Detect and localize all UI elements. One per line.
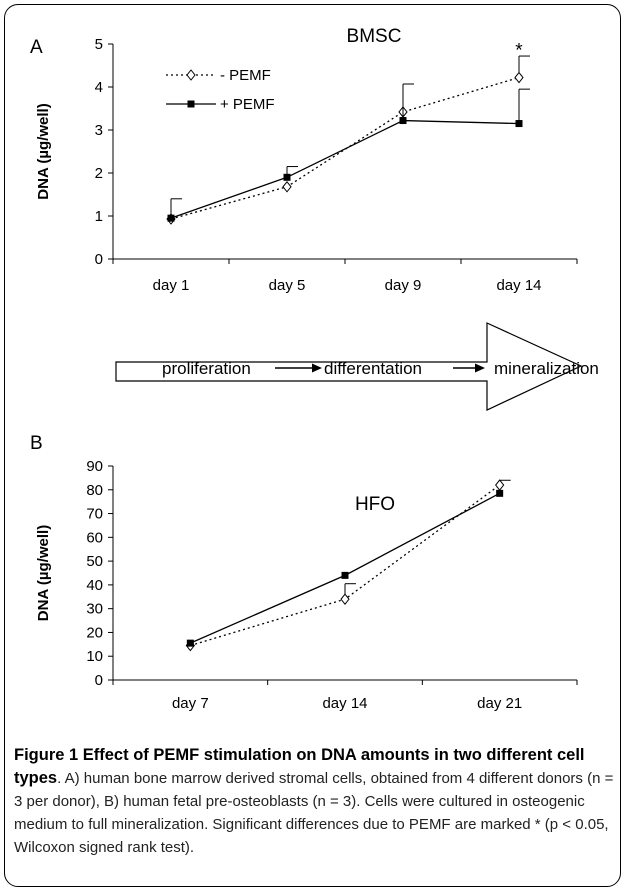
x-tick-label: day 14 — [322, 695, 367, 712]
x-tick-label: day 14 — [496, 277, 541, 294]
data-point-diamond — [495, 479, 505, 491]
data-point-square — [186, 639, 194, 647]
panel-a-letter: A — [30, 37, 43, 58]
legend-label: + PEMF — [220, 96, 275, 113]
y-tick-label: 0 — [95, 251, 103, 268]
chart-bmsc: 0 1 2 3 4 5 day 1 day 5 day 9 day 14 BMSC DNA (µg/w… — [35, 26, 578, 294]
y-tick-label: 60 — [86, 529, 103, 546]
y-tick-label: 80 — [86, 482, 103, 499]
x-tick-label: day 9 — [385, 277, 422, 294]
significance-marker: * — [515, 40, 523, 61]
data-point-square — [515, 120, 523, 128]
series-line — [170, 76, 520, 220]
x-tick-label: day 21 — [477, 695, 522, 712]
chart-title: BMSC — [347, 26, 402, 47]
figure-caption: Figure 1 Effect of PEMF stimulation on D… — [14, 744, 614, 859]
data-point-diamond — [340, 593, 350, 605]
data-point-square — [496, 489, 504, 497]
figure-frame — [4, 4, 621, 887]
y-tick-label: 1 — [95, 208, 103, 225]
series-line — [190, 492, 500, 644]
legend-marker-square — [187, 100, 195, 108]
y-tick-label: 90 — [86, 458, 103, 475]
series-line — [190, 484, 501, 647]
flow-arrowhead-1 — [312, 363, 322, 373]
data-point-square — [167, 214, 175, 222]
flow-step-proliferation: proliferation — [162, 359, 251, 378]
y-tick-label: 0 — [95, 672, 103, 689]
y-tick-label: 50 — [86, 553, 103, 570]
panel-b-letter: B — [30, 433, 43, 454]
y-tick-label: 4 — [95, 79, 103, 96]
caption-text: . A) human bone marrow derived stromal c… — [14, 770, 614, 856]
flow-arrow-outline — [115, 322, 583, 411]
caption-title: Figure 1 Effect of PEMF stimulation on D… — [14, 746, 585, 787]
y-axis-label: DNA (µg/well) — [35, 103, 52, 199]
data-point-square — [399, 117, 407, 125]
flow-step-mineralization: mineralization — [494, 359, 599, 378]
flow-step-differentation: differentation — [324, 359, 422, 378]
y-tick-label: 20 — [86, 624, 103, 641]
y-axis-label: DNA (µg/well) — [35, 525, 52, 621]
y-tick-label: 40 — [86, 577, 103, 594]
y-tick-label: 2 — [95, 165, 103, 182]
y-tick-label: 10 — [86, 648, 103, 665]
chart-hfo: 0 10 20 30 40 50 60 70 80 90 day 7 day 14 day 21 HFO D… — [35, 458, 578, 712]
x-tick-label: day 5 — [269, 277, 306, 294]
y-tick-label: 70 — [86, 506, 103, 523]
x-tick-label: day 1 — [153, 277, 190, 294]
data-point-diamond — [282, 180, 292, 193]
legend-label: - PEMF — [220, 67, 271, 84]
data-point-square — [283, 173, 291, 181]
x-tick-label: day 7 — [172, 695, 209, 712]
data-point-diamond — [514, 71, 524, 84]
data-point-square — [341, 571, 349, 579]
process-flow-arrow: proliferation differentation mineralizat… — [115, 322, 599, 411]
chart-title: HFO — [355, 494, 395, 515]
legend-marker-diamond — [186, 69, 196, 81]
series-line — [170, 119, 520, 219]
flow-arrowhead-2 — [475, 363, 485, 373]
y-tick-label: 5 — [95, 36, 103, 53]
y-tick-label: 30 — [86, 601, 103, 618]
y-tick-label: 3 — [95, 122, 103, 139]
